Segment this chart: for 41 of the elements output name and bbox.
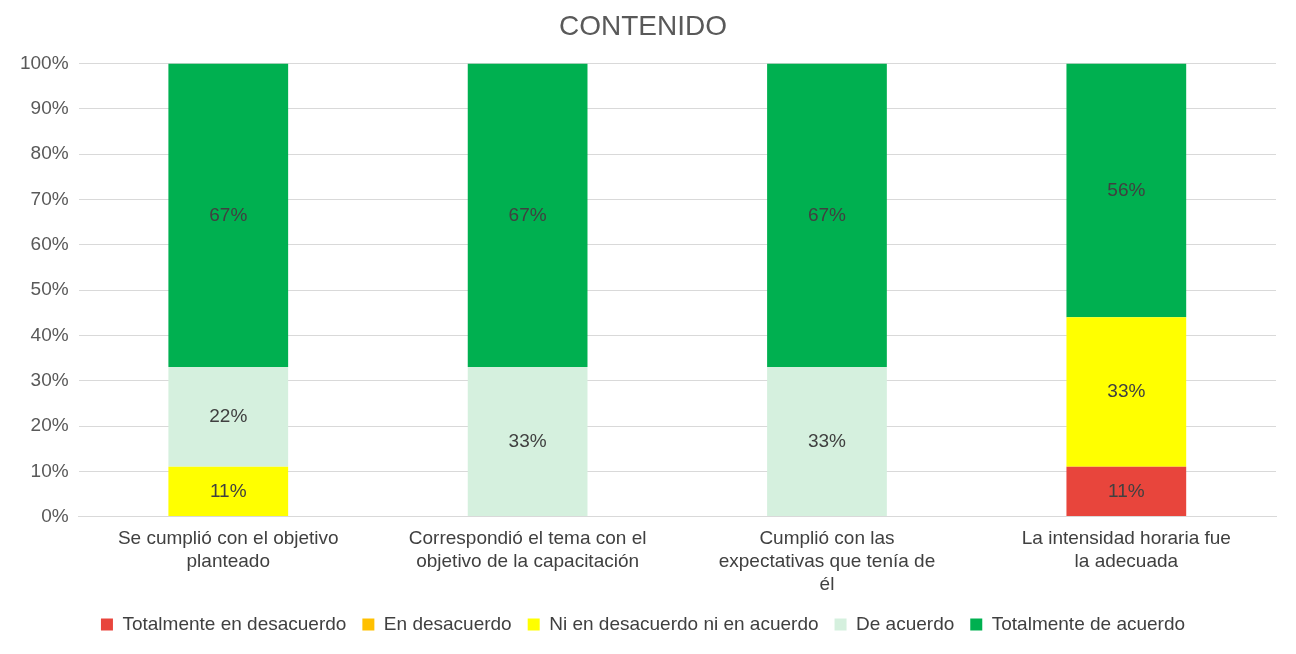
data-label: 22% — [209, 405, 248, 427]
y-tick-label: 100% — [19, 51, 69, 73]
data-label: 67% — [807, 203, 847, 225]
y-tick-label: 50% — [30, 278, 69, 300]
data-label: 33% — [508, 429, 547, 451]
y-tick-label: 60% — [30, 233, 69, 255]
data-label: 33% — [1107, 380, 1146, 402]
data-label: 33% — [807, 429, 847, 451]
x-tick-label: La intensidad horaria fue la adecuada — [1021, 527, 1231, 572]
data-label: 56% — [1107, 178, 1146, 200]
y-tick-label: 40% — [30, 323, 69, 345]
bar — [767, 367, 887, 517]
y-tick-label: 70% — [30, 187, 69, 209]
x-tick-label: Correspondió el tema con el objetivo de la capacitación — [408, 527, 647, 572]
bar — [1066, 466, 1187, 517]
data-label: 67% — [508, 203, 547, 225]
bar — [168, 63, 289, 368]
x-tick-label: Cumplió con las expectativas que tenía de él — [718, 527, 936, 594]
data-label: 67% — [209, 203, 248, 225]
data-label: 11% — [209, 479, 247, 501]
bar — [767, 63, 887, 368]
bar — [1066, 63, 1187, 318]
y-tick-label: 30% — [30, 368, 69, 390]
y-tick-label: 10% — [30, 459, 69, 481]
bar — [467, 63, 588, 368]
y-tick-label: 80% — [30, 142, 69, 164]
chart-title: CONTENIDO — [559, 9, 727, 41]
y-tick-label: 0% — [41, 504, 69, 526]
legend-label: Totalmente de acuerdo — [991, 612, 1186, 634]
y-tick-label: 90% — [30, 97, 69, 119]
legend-label: Totalmente en desacuerdo — [122, 612, 347, 634]
x-tick-label: Se cumplió con el objetivo planteado — [117, 527, 339, 572]
data-label: 11% — [1108, 479, 1145, 501]
bar — [168, 466, 289, 517]
bar — [467, 367, 588, 517]
legend-label: De acuerdo — [856, 612, 955, 634]
legend-label: Ni en desacuerdo ni en acuerdo — [549, 612, 819, 634]
bar — [168, 367, 289, 467]
y-tick-label: 20% — [30, 414, 69, 436]
bar — [1066, 317, 1187, 467]
legend-label: En desacuerdo — [383, 612, 512, 634]
